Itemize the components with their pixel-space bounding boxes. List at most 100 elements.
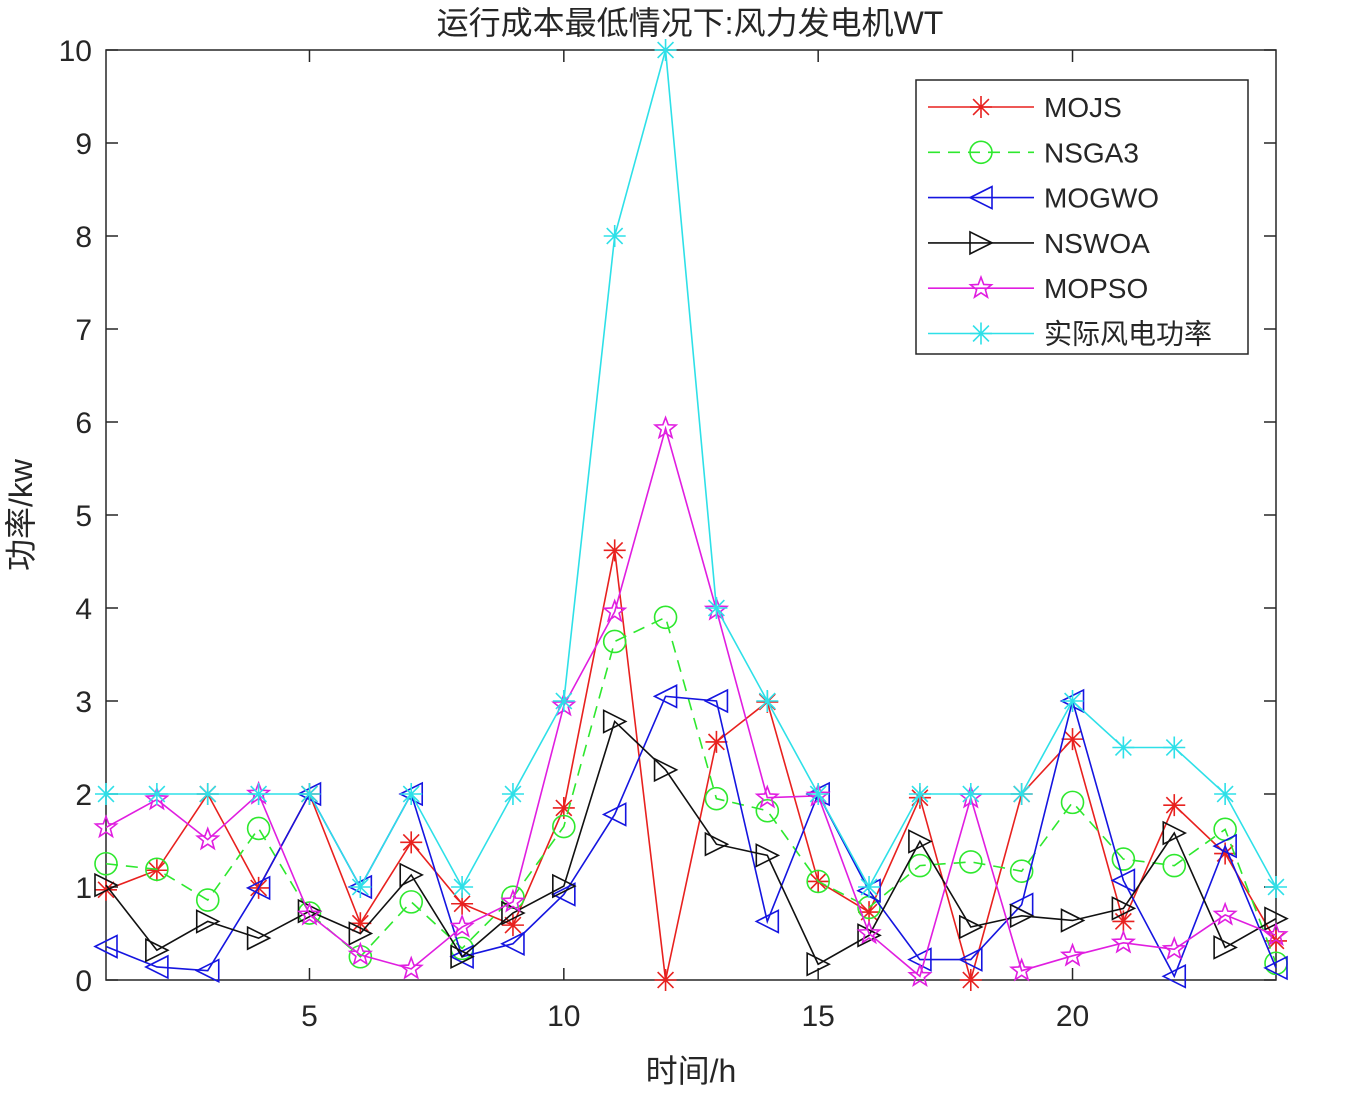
data-point — [450, 944, 475, 970]
data-point — [958, 850, 983, 874]
data-point — [1163, 736, 1186, 759]
series-line — [105, 616, 1277, 964]
series-6 — [95, 39, 1287, 898]
data-point — [195, 888, 220, 912]
data-point — [1163, 794, 1186, 817]
data-point — [858, 876, 881, 898]
x-tick-label: 15 — [801, 1000, 834, 1033]
data-point — [349, 876, 372, 898]
data-point — [1060, 790, 1085, 815]
series-line — [105, 695, 1277, 979]
data-point — [451, 876, 474, 898]
legend-marker — [970, 322, 992, 345]
data-point — [1212, 901, 1238, 926]
data-point — [94, 851, 118, 876]
data-point — [1161, 936, 1187, 961]
y-axis-title: 功率/kw — [3, 458, 39, 571]
legend-entry: MOPSO — [928, 273, 1148, 304]
data-point — [501, 914, 524, 937]
data-point — [1214, 783, 1237, 805]
data-point — [552, 814, 576, 839]
y-tick-label: 1 — [75, 872, 92, 905]
data-point — [856, 920, 882, 945]
data-point — [957, 947, 983, 972]
data-point — [1010, 783, 1033, 805]
legend-label: MOPSO — [1044, 273, 1148, 304]
legend-box — [915, 79, 1249, 355]
data-point — [1263, 922, 1289, 947]
legend-marker — [968, 274, 994, 299]
data-point — [754, 784, 780, 809]
data-point — [296, 901, 323, 926]
data-point — [807, 783, 830, 805]
data-point — [652, 415, 679, 440]
data-point — [654, 969, 677, 991]
data-point — [908, 829, 933, 854]
data-point — [806, 869, 830, 894]
data-point — [398, 955, 424, 980]
data-point — [703, 688, 729, 714]
y-tick-label: 3 — [75, 686, 92, 719]
data-point — [94, 872, 119, 898]
data-point — [501, 783, 524, 805]
data-point — [754, 909, 780, 934]
data-point — [601, 802, 627, 827]
data-point — [603, 225, 626, 247]
data-point — [451, 892, 474, 915]
data-point — [755, 843, 781, 868]
data-point — [1110, 929, 1137, 954]
legend-marker — [969, 230, 994, 256]
legend-entry: NSGA3 — [928, 137, 1139, 168]
data-point — [1111, 847, 1136, 871]
legend: MOJS NSGA3 MOGWO NSWOA MOPSO 实际风电功率 — [915, 79, 1249, 355]
data-point — [552, 873, 577, 899]
data-point — [858, 901, 881, 924]
legend-marker — [969, 140, 993, 165]
axes: 5 10 15 20 0 1 2 3 4 5 6 7 8 9 10 — [59, 35, 1276, 1033]
data-point — [602, 709, 628, 734]
data-point — [552, 690, 575, 712]
data-point — [551, 882, 576, 907]
data-point — [602, 629, 627, 654]
chart-title: 运行成本最低情况下:风力发电机WT — [437, 5, 944, 41]
data-point — [755, 798, 780, 823]
x-axis-title: 时间/h — [646, 1053, 737, 1089]
x-tick-label: 20 — [1056, 1000, 1089, 1033]
data-point — [653, 757, 679, 783]
data-point — [1112, 910, 1135, 933]
data-point — [95, 783, 117, 805]
data-point — [1162, 820, 1188, 846]
data-point — [1061, 728, 1084, 751]
y-tick-label: 8 — [75, 221, 92, 254]
legend-entry: 实际风电功率 — [928, 319, 1212, 350]
data-point — [449, 913, 475, 938]
data-point — [756, 690, 779, 712]
legend-label: 实际风电功率 — [1044, 319, 1212, 350]
y-tick-label: 6 — [75, 407, 92, 440]
x-tick-label: 10 — [547, 1000, 580, 1033]
data-point — [1112, 736, 1135, 759]
data-point — [145, 937, 170, 963]
data-point — [196, 783, 219, 805]
y-tick-label: 10 — [59, 35, 92, 68]
y-tick-label: 4 — [75, 593, 92, 626]
data-point — [1009, 859, 1034, 883]
series-5 — [93, 415, 1289, 988]
data-point — [653, 605, 678, 630]
data-point — [400, 831, 423, 854]
data-point — [195, 909, 221, 934]
data-point — [1061, 690, 1084, 712]
data-point — [144, 954, 169, 980]
y-tick-label: 0 — [75, 965, 92, 998]
legend-entry: MOGWO — [928, 183, 1159, 214]
data-point — [602, 598, 628, 623]
data-point — [704, 786, 729, 811]
data-point — [1265, 876, 1287, 898]
data-point — [1009, 903, 1035, 929]
legend-entry: MOJS — [928, 92, 1122, 123]
y-tick-label: 9 — [75, 128, 92, 161]
data-point — [806, 951, 831, 977]
y-tick-label: 7 — [75, 314, 92, 347]
data-point — [857, 923, 882, 948]
